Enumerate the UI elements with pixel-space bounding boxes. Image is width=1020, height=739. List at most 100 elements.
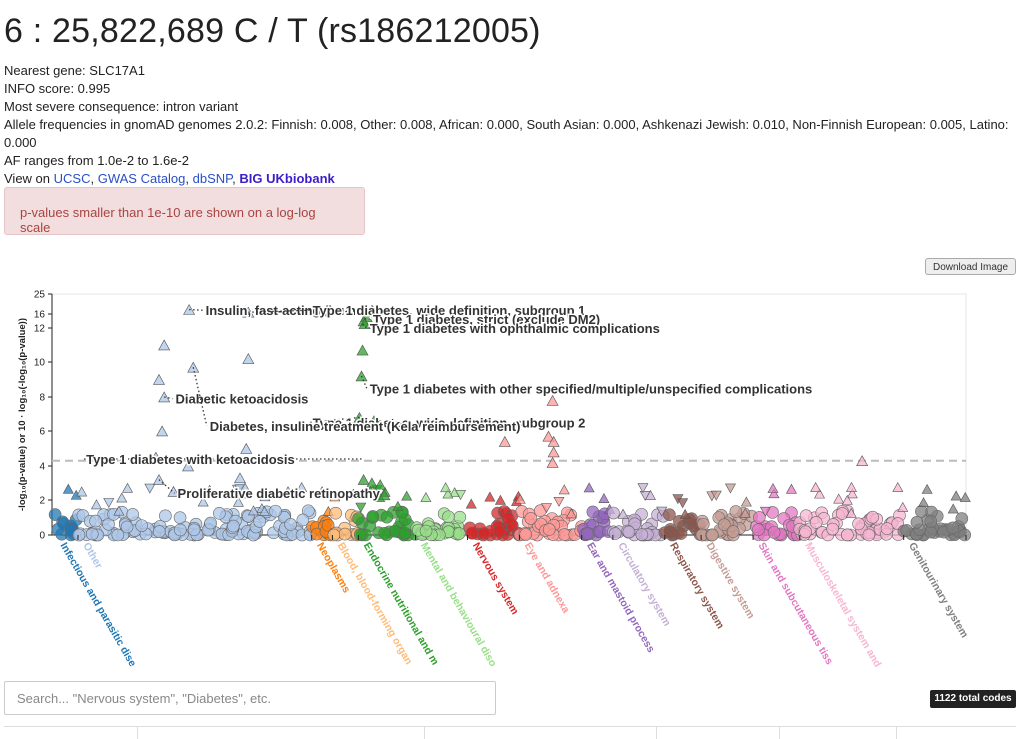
data-point bbox=[103, 498, 115, 508]
ucsc-link[interactable]: UCSC bbox=[53, 171, 91, 186]
data-point bbox=[135, 519, 148, 532]
highlighted-point bbox=[233, 472, 247, 484]
data-point bbox=[608, 527, 622, 540]
y-tick-label: 12 bbox=[34, 324, 46, 335]
data-point bbox=[540, 503, 552, 514]
y-tick-label: 2 bbox=[39, 496, 45, 507]
point-label: Type 1 diabetes with ophthalmic complica… bbox=[370, 321, 660, 336]
data-point bbox=[401, 490, 413, 501]
data-point bbox=[329, 491, 341, 502]
variant-info: Nearest gene: SLC17A1 INFO score: 0.995 … bbox=[4, 62, 1014, 188]
data-point bbox=[259, 491, 271, 502]
data-point bbox=[768, 488, 780, 499]
y-tick-label: 0 bbox=[39, 531, 45, 542]
highlighted-point bbox=[546, 394, 559, 406]
data-point bbox=[440, 482, 452, 493]
data-point bbox=[924, 525, 938, 539]
data-point bbox=[637, 483, 649, 494]
data-point bbox=[173, 511, 187, 524]
data-point bbox=[514, 493, 526, 504]
data-point bbox=[501, 511, 515, 525]
highlighted-point bbox=[546, 456, 559, 468]
data-point bbox=[706, 528, 719, 542]
data-point bbox=[679, 508, 691, 519]
data-point bbox=[841, 494, 853, 505]
data-point bbox=[378, 526, 391, 540]
data-point bbox=[494, 494, 506, 505]
data-point bbox=[85, 527, 99, 541]
category-label: Other bbox=[80, 541, 104, 571]
data-point bbox=[296, 481, 308, 492]
data-point bbox=[347, 488, 359, 499]
data-point bbox=[187, 523, 201, 537]
y-tick-label: 4 bbox=[39, 462, 45, 473]
data-point bbox=[144, 483, 156, 494]
y-axis-label: -log₁₀(p-value) or 10 · log₁₀(-log₁₀(p-v… bbox=[17, 318, 28, 511]
data-point bbox=[892, 481, 904, 492]
data-point bbox=[726, 525, 740, 538]
point-label: Diabetic ketoacidosis bbox=[175, 392, 308, 407]
download-image-button[interactable]: Download Image bbox=[925, 258, 1016, 275]
data-point bbox=[152, 525, 166, 538]
data-point bbox=[111, 528, 125, 542]
data-point bbox=[89, 514, 102, 528]
data-point bbox=[677, 498, 689, 509]
results-table-header bbox=[4, 726, 1016, 739]
data-point bbox=[752, 523, 765, 536]
data-point bbox=[62, 483, 74, 494]
highlighted-point bbox=[242, 353, 255, 364]
data-point bbox=[553, 496, 565, 507]
data-point bbox=[739, 507, 751, 518]
point-label: Insulin, fast-acting (human) bbox=[206, 303, 376, 318]
search-input[interactable] bbox=[4, 681, 496, 715]
data-point bbox=[253, 515, 266, 528]
data-point bbox=[915, 505, 928, 518]
data-point bbox=[607, 506, 620, 520]
data-point bbox=[120, 520, 134, 534]
data-point bbox=[296, 513, 310, 527]
point-label: Proliferative diabetic retinopathy bbox=[178, 486, 381, 501]
big-ukbiobank-link[interactable]: BIG UKbiobank bbox=[239, 171, 335, 186]
data-point bbox=[455, 490, 467, 501]
category-label: Musculoskeletal system and bbox=[802, 541, 883, 670]
point-label: Type 1 diabetes, wide definition, subgro… bbox=[313, 416, 586, 431]
gwas-catalog-link[interactable]: GWAS Catalog bbox=[97, 171, 186, 186]
data-point bbox=[918, 497, 930, 507]
data-point bbox=[122, 482, 134, 493]
data-point bbox=[442, 488, 454, 499]
data-point bbox=[958, 528, 972, 542]
highlighted-point bbox=[152, 373, 165, 385]
data-point bbox=[810, 481, 822, 492]
highlighted-point bbox=[182, 460, 195, 472]
data-point bbox=[845, 507, 857, 518]
data-point bbox=[558, 484, 570, 495]
dbsnp-link[interactable]: dbSNP bbox=[192, 171, 233, 186]
highlighted-point bbox=[149, 451, 162, 463]
data-point bbox=[955, 512, 969, 525]
data-point bbox=[729, 505, 743, 518]
data-point bbox=[897, 501, 909, 512]
data-point bbox=[392, 500, 404, 511]
point-label: Type 1 diabetes with ketoacidosis bbox=[86, 452, 295, 467]
data-point bbox=[327, 528, 341, 542]
phewas-plot: 0 2 4 6 8 10 12 16 25 -log₁₀(p-value) or 10 · log… bbox=[17, 290, 972, 670]
data-point bbox=[174, 523, 187, 537]
data-point bbox=[946, 521, 960, 535]
y-tick-label: 10 bbox=[34, 358, 46, 369]
highlighted-point bbox=[542, 430, 555, 442]
label-leader bbox=[309, 416, 360, 424]
highlighted-point bbox=[367, 415, 380, 427]
consequence: Most severe consequence: intron variant bbox=[4, 99, 239, 114]
data-point bbox=[617, 508, 629, 519]
data-point bbox=[759, 506, 771, 517]
data-point bbox=[598, 493, 610, 503]
data-point bbox=[809, 516, 823, 529]
highlighted-point bbox=[378, 489, 391, 501]
data-point bbox=[113, 505, 125, 516]
data-point bbox=[380, 510, 394, 524]
data-point bbox=[910, 515, 924, 529]
data-point bbox=[420, 491, 432, 502]
data-point bbox=[835, 507, 849, 520]
data-point bbox=[282, 486, 294, 497]
highlighted-point bbox=[242, 306, 255, 318]
